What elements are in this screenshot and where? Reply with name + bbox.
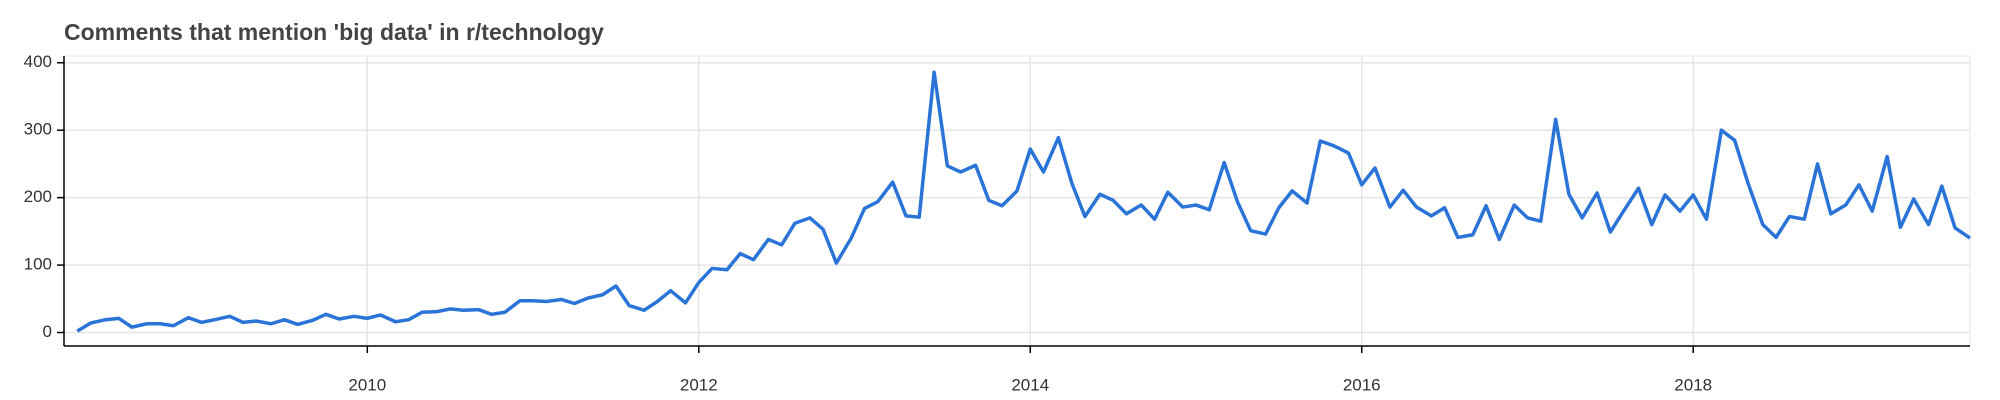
y-tick-label: 0: [43, 322, 52, 341]
chart-title: Comments that mention 'big data' in r/te…: [64, 19, 604, 45]
y-tick-label: 400: [24, 52, 52, 71]
plot-frame: [63, 55, 1971, 347]
y-tick-label: 300: [24, 120, 52, 139]
y-tick-label: 200: [24, 187, 52, 206]
x-tick-label: 2012: [680, 375, 718, 394]
x-tick-label: 2010: [348, 375, 386, 394]
y-tick-label: 100: [24, 255, 52, 274]
x-tick-label: 2014: [1011, 375, 1049, 394]
data-line: [76, 70, 1971, 333]
x-tick-label: 2016: [1343, 375, 1381, 394]
x-tick-label: 2018: [1674, 375, 1712, 394]
